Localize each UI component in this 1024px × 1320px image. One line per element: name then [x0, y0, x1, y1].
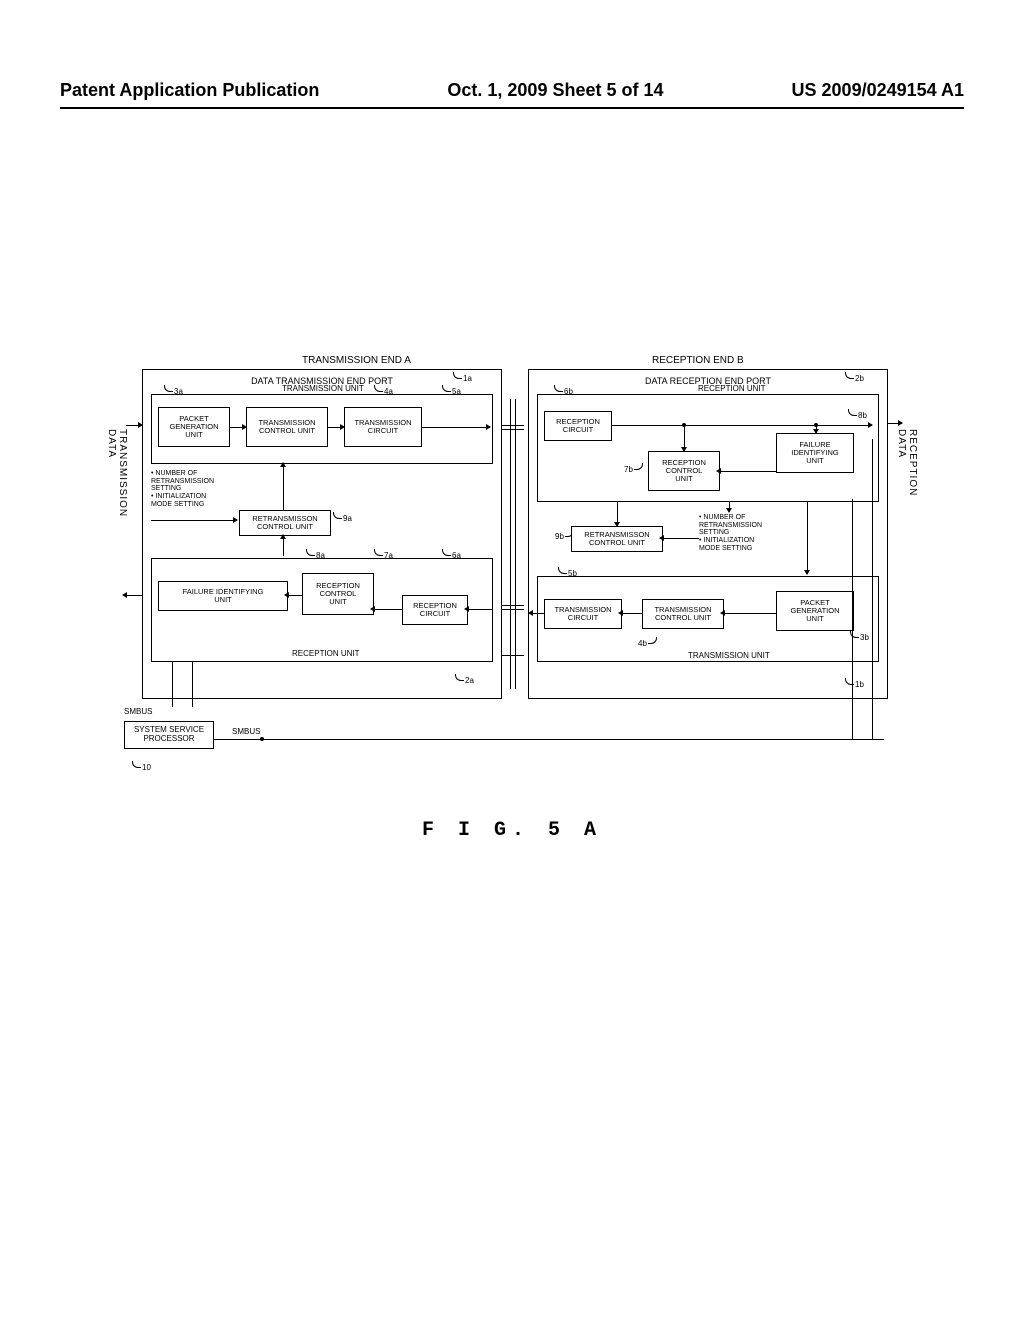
end-a-title: TRANSMISSION END A — [302, 355, 411, 366]
rx-circ-a: RECEPTION CIRCUIT — [402, 595, 468, 625]
ref-3b: 3b — [860, 633, 869, 642]
ref-9b: 9b — [555, 532, 564, 541]
fail-b: FAILURE IDENTIFYING UNIT — [776, 433, 854, 473]
ref-8a: 8a — [316, 551, 325, 560]
pkt-gen-b: PACKET GENERATION UNIT — [776, 591, 854, 631]
ref-4a: 4a — [384, 387, 393, 396]
ref-7b: 7b — [624, 465, 633, 474]
rx-ctrl-b: RECEPTION CONTROL UNIT — [648, 451, 720, 491]
retx-a: RETRANSMISSON CONTROL UNIT — [239, 510, 331, 536]
figure-5a: TRANSMISSION END A RECEPTION END B TRANS… — [132, 369, 892, 789]
port-b: DATA RECEPTION END PORT 2b RECEPTION UNI… — [528, 369, 888, 699]
ref-6a: 6a — [452, 551, 461, 560]
tx-unit-b: TRANSMISSION UNIT 5b TRANSMISSION CIRCUI… — [537, 576, 879, 662]
tx-data-label: TRANSMISSION DATA — [106, 429, 128, 517]
ref-3a: 3a — [174, 387, 183, 396]
end-b-title: RECEPTION END B — [652, 355, 744, 366]
header-right: US 2009/0249154 A1 — [792, 80, 964, 101]
rx-circ-b: RECEPTION CIRCUIT — [544, 411, 612, 441]
ref-8b: 8b — [858, 411, 867, 420]
tx-circ-b: TRANSMISSION CIRCUIT — [544, 599, 622, 629]
rx-unit-a-title: RECEPTION UNIT — [292, 649, 360, 658]
fail-a: FAILURE IDENTIFYING UNIT — [158, 581, 288, 611]
ref-7a: 7a — [384, 551, 393, 560]
retx-b: RETRANSMISSON CONTROL UNIT — [571, 526, 663, 552]
port-a: DATA TRANSMISSION END PORT 1a TRANSMISSI… — [142, 369, 502, 699]
header-left: Patent Application Publication — [60, 80, 319, 101]
rx-data-label: RECEPTION DATA — [896, 429, 918, 496]
rx-unit-b-title: RECEPTION UNIT — [698, 384, 766, 393]
smbus-left: SMBUS — [124, 707, 152, 716]
ssp-label: SYSTEM SERVICE PROCESSOR — [134, 725, 204, 743]
ref-6b: 6b — [564, 387, 573, 396]
smbus-right: SMBUS — [232, 727, 260, 736]
rx-unit-b: RECEPTION UNIT 6b 8b RECEPTION CIRCUIT R… — [537, 394, 879, 502]
tx-unit-a-title: TRANSMISSION UNIT — [282, 384, 364, 393]
tx-unit-a: TRANSMISSION UNIT 3a 4a 5a PACKET GENERA… — [151, 394, 493, 464]
channel — [510, 399, 516, 689]
ref-9a: 9a — [343, 514, 352, 523]
ref-4b: 4b — [638, 639, 647, 648]
tx-unit-b-title: TRANSMISSION UNIT — [688, 651, 770, 660]
ref-1a: 1a — [463, 374, 472, 383]
note-a: • NUMBER OF RETRANSMISSION SETTING • INI… — [151, 470, 231, 508]
ref-5b: 5b — [568, 569, 577, 578]
rx-unit-a: RECEPTION UNIT 8a 7a 6a FAILURE IDENTIFY… — [151, 558, 493, 662]
ref-10: 10 — [142, 763, 151, 772]
header-center: Oct. 1, 2009 Sheet 5 of 14 — [447, 80, 663, 101]
ref-1b: 1b — [855, 680, 864, 689]
ref-5a: 5a — [452, 387, 461, 396]
ssp-block: SYSTEM SERVICE PROCESSOR — [124, 721, 214, 749]
ref-2a: 2a — [465, 676, 474, 685]
figure-caption: F I G. 5 A — [60, 819, 964, 842]
rx-ctrl-a: RECEPTION CONTROL UNIT — [302, 573, 374, 615]
tx-ctrl-b: TRANSMISSION CONTROL UNIT — [642, 599, 724, 629]
ref-2b: 2b — [855, 374, 864, 383]
tx-ctrl-a: TRANSMISSION CONTROL UNIT — [246, 407, 328, 447]
pkt-gen-a: PACKET GENERATION UNIT — [158, 407, 230, 447]
tx-circ-a: TRANSMISSION CIRCUIT — [344, 407, 422, 447]
page-header: Patent Application Publication Oct. 1, 2… — [60, 80, 964, 109]
note-b: • NUMBER OF RETRANSMISSION SETTING • INI… — [699, 514, 781, 552]
